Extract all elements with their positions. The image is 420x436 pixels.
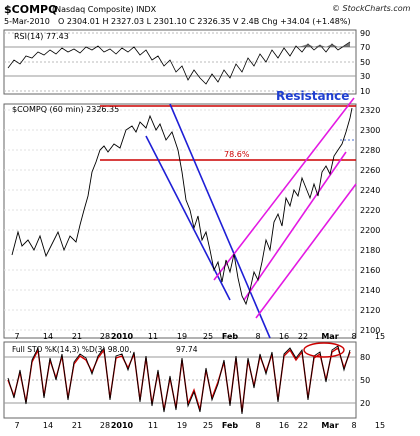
sto-xtick-Feb: Feb [222, 421, 239, 430]
price-ytick-2320: 2320 [360, 106, 380, 115]
price-xtick-8: 8 [255, 332, 260, 341]
sto-k-line [7, 345, 351, 415]
rsi-tick-10: 10 [360, 87, 370, 96]
chart-subtitle: (Nasdaq Composite) INDX [52, 5, 157, 14]
down-channel-lower [145, 135, 231, 301]
price-xtick-Mar: Mar [321, 332, 338, 341]
price-ytick-2140: 2140 [360, 286, 380, 295]
price-xtick-2010: 2010 [111, 332, 134, 341]
sto-xtick-21: 21 [72, 421, 82, 430]
sto-xtick-2010: 2010 [111, 421, 134, 430]
price-series-line [11, 107, 353, 306]
watermark: © StockCharts.com [332, 4, 411, 13]
price-ytick-2240: 2240 [360, 186, 380, 195]
price-xtick-21: 21 [72, 332, 82, 341]
sto-xtick-16: 16 [279, 421, 289, 430]
sto-tick-20: 20 [360, 399, 370, 408]
price-label: $COMPQ (60 min) 2326.35 [12, 105, 119, 114]
sto-xtick-8: 8 [255, 421, 260, 430]
price-ytick-2180: 2180 [360, 246, 380, 255]
sto-xtick-11: 11 [148, 421, 158, 430]
down-channel-upper [169, 103, 271, 339]
price-gridlines [4, 109, 356, 331]
resistance-label: Resistance [276, 89, 349, 103]
price-xtick-16: 16 [279, 332, 289, 341]
chart-title: $COMPQ [4, 3, 57, 16]
sto-xtick-19: 19 [177, 421, 187, 430]
rsi-label: RSI(14) 77.43 [14, 32, 69, 41]
price-ytick-2120: 2120 [360, 306, 380, 315]
fib-label: 78.6% [224, 150, 250, 159]
price-ytick-2220: 2220 [360, 206, 380, 215]
up-channel-upper [213, 97, 355, 281]
rsi-tick-30: 30 [360, 72, 370, 81]
price-ytick-2160: 2160 [360, 266, 380, 275]
price-xtick-25: 25 [203, 332, 213, 341]
chart-date: 5-Mar-2010 [4, 17, 50, 26]
price-xtick-28: 28 [100, 332, 110, 341]
sto-tick-80: 80 [360, 353, 370, 362]
sto-label: Full STO %K(14,3) %D(3) 98.00, [12, 345, 132, 354]
sto-xtick-28: 28 [100, 421, 110, 430]
sto-xtick-8: 8 [351, 421, 356, 430]
rsi-overbought-fill [296, 42, 350, 47]
price-xtick-19: 19 [177, 332, 187, 341]
sto-highlight-ellipse [303, 342, 345, 358]
rsi-series-line [7, 41, 351, 85]
price-xtick-22: 22 [298, 332, 308, 341]
price-xtick-Feb: Feb [222, 332, 239, 341]
sto-xtick-15: 15 [375, 421, 385, 430]
sto-xtick-Mar: Mar [321, 421, 338, 430]
rsi-tick-70: 70 [360, 43, 370, 52]
price-xtick-11: 11 [148, 332, 158, 341]
rsi-tick-50: 50 [360, 58, 370, 67]
price-xtick-7: 7 [14, 332, 19, 341]
sto-tick-50: 50 [360, 376, 370, 385]
price-xtick-14: 14 [43, 332, 53, 341]
quote-line: O 2304.01 H 2327.03 L 2301.10 C 2326.35 … [58, 17, 351, 26]
price-panel [3, 103, 357, 339]
price-ytick-2260: 2260 [360, 166, 380, 175]
rsi-tick-90: 90 [360, 29, 370, 38]
sto-xtick-14: 14 [43, 421, 53, 430]
price-xtick-15: 15 [375, 332, 385, 341]
sto-xtick-7: 7 [14, 421, 19, 430]
up-channel-mid [243, 151, 347, 301]
price-xtick-8: 8 [351, 332, 356, 341]
price-ytick-2300: 2300 [360, 126, 380, 135]
price-ytick-2100: 2100 [360, 326, 380, 335]
price-ytick-2280: 2280 [360, 146, 380, 155]
sto-xtick-25: 25 [203, 421, 213, 430]
price-ytick-2200: 2200 [360, 226, 380, 235]
sto-xtick-22: 22 [298, 421, 308, 430]
sto-label-value: 97.74 [176, 345, 198, 354]
up-channel-lower [255, 183, 357, 319]
